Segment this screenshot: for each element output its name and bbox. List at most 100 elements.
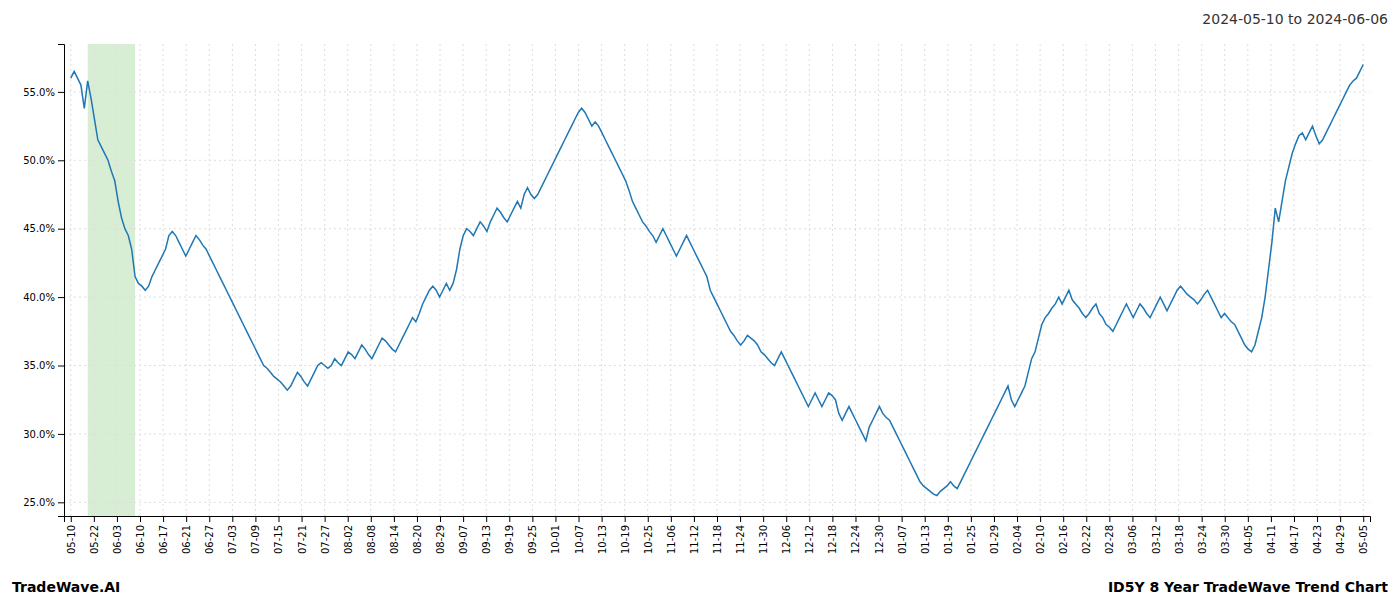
x-tick: 01-07 [897, 516, 908, 554]
x-tick: 04-17 [1289, 516, 1300, 554]
x-tick: 11-24 [735, 516, 746, 554]
x-tick: 02-10 [1035, 516, 1046, 554]
x-grid-line [324, 44, 325, 516]
x-tick-label: 02-22 [1081, 525, 1092, 554]
x-tick-label: 06-17 [158, 525, 169, 554]
y-tick: 35.0% [23, 360, 64, 371]
x-tick-label: 12-06 [781, 525, 792, 554]
x-tick-label: 01-07 [897, 525, 908, 554]
x-axis: 05-1005-2206-0306-1006-1706-2106-2707-03… [65, 516, 1371, 554]
x-tick: 12-12 [804, 516, 815, 554]
x-tick-mark [1086, 516, 1087, 522]
x-tick-label: 08-29 [435, 525, 446, 554]
x-tick-mark [209, 516, 210, 522]
x-tick-label: 10-07 [574, 525, 585, 554]
x-grid-line [70, 44, 71, 516]
x-tick: 09-13 [481, 516, 492, 554]
x-grid-line [370, 44, 371, 516]
x-tick-label: 04-05 [1243, 525, 1254, 554]
x-tick-mark [394, 516, 395, 522]
x-grid-line [209, 44, 210, 516]
x-tick-mark [879, 516, 880, 522]
x-tick: 08-29 [435, 516, 446, 554]
x-tick-mark [994, 516, 995, 522]
x-tick: 01-19 [943, 516, 954, 554]
x-tick: 10-19 [620, 516, 631, 554]
x-grid-line [786, 44, 787, 516]
x-tick-label: 09-07 [458, 525, 469, 554]
x-tick-mark [278, 516, 279, 522]
x-tick: 03-30 [1220, 516, 1231, 554]
x-tick-mark [786, 516, 787, 522]
x-tick: 10-13 [597, 516, 608, 554]
x-grid-line [763, 44, 764, 516]
x-tick-label: 05-10 [66, 525, 77, 554]
x-tick-mark [1202, 516, 1203, 522]
x-tick: 12-18 [827, 516, 838, 554]
x-tick: 09-07 [458, 516, 469, 554]
x-tick-label: 07-03 [227, 525, 238, 554]
x-tick-mark [163, 516, 164, 522]
x-tick: 03-12 [1151, 516, 1162, 554]
y-tick-mark [58, 92, 64, 93]
x-tick: 06-03 [112, 516, 123, 554]
y-tick-mark [58, 229, 64, 230]
x-grid-line [232, 44, 233, 516]
x-tick: 02-04 [1012, 516, 1023, 554]
x-tick-label: 02-10 [1035, 525, 1046, 554]
y-tick: 30.0% [23, 429, 64, 440]
chart-title: 2024-05-10 to 2024-06-06 [1202, 11, 1388, 27]
x-tick-label: 07-15 [273, 525, 284, 554]
x-tick: 01-25 [966, 516, 977, 554]
y-tick-label: 30.0% [23, 429, 55, 440]
x-tick: 12-30 [874, 516, 885, 554]
x-tick-label: 02-28 [1104, 525, 1115, 554]
x-tick-label: 04-29 [1335, 525, 1346, 554]
x-tick: 12-24 [850, 516, 861, 554]
x-grid-line [1293, 44, 1294, 516]
x-tick: 06-10 [135, 516, 146, 554]
y-tick-label: 55.0% [23, 87, 55, 98]
y-tick-label: 35.0% [23, 360, 55, 371]
x-tick-mark [1271, 516, 1272, 522]
y-tick-mark [58, 502, 64, 503]
x-tick-mark [902, 516, 903, 522]
x-tick-mark [1225, 516, 1226, 522]
x-grid-line [140, 44, 141, 516]
x-axis-line [65, 517, 1371, 523]
x-tick-mark [71, 516, 72, 522]
x-grid-line [555, 44, 556, 516]
x-tick-mark [1317, 516, 1318, 522]
x-tick-label: 11-12 [689, 525, 700, 554]
x-tick-label: 10-01 [550, 525, 561, 554]
x-tick-mark [925, 516, 926, 522]
x-tick-mark [509, 516, 510, 522]
x-tick-mark [809, 516, 810, 522]
x-grid-line [601, 44, 602, 516]
x-tick-label: 01-29 [989, 525, 1000, 554]
chart-container: 05-1005-2206-0306-1006-1706-2106-2707-03… [0, 0, 1400, 600]
x-grid-line [1040, 44, 1041, 516]
x-tick: 05-22 [89, 516, 100, 554]
x-tick: 12-06 [781, 516, 792, 554]
highlight-region [88, 44, 135, 516]
y-tick-label: 50.0% [23, 155, 55, 166]
x-grid-line [670, 44, 671, 516]
x-tick: 04-29 [1335, 516, 1346, 554]
x-tick-label: 11-24 [735, 525, 746, 554]
x-tick-label: 08-02 [343, 525, 354, 554]
y-tick: 55.0% [23, 87, 64, 98]
x-grid-line [1155, 44, 1156, 516]
x-tick: 07-15 [273, 516, 284, 554]
x-grid-line [255, 44, 256, 516]
x-tick: 07-09 [250, 516, 261, 554]
y-grid-line [64, 502, 1370, 503]
y-tick-mark [58, 434, 64, 435]
x-tick: 02-22 [1081, 516, 1092, 554]
x-grid-line [532, 44, 533, 516]
x-tick-label: 03-30 [1220, 525, 1231, 554]
x-tick-label: 10-13 [597, 525, 608, 554]
x-tick-label: 12-18 [827, 525, 838, 554]
x-tick-label: 07-27 [320, 525, 331, 554]
x-tick-mark [1132, 516, 1133, 522]
